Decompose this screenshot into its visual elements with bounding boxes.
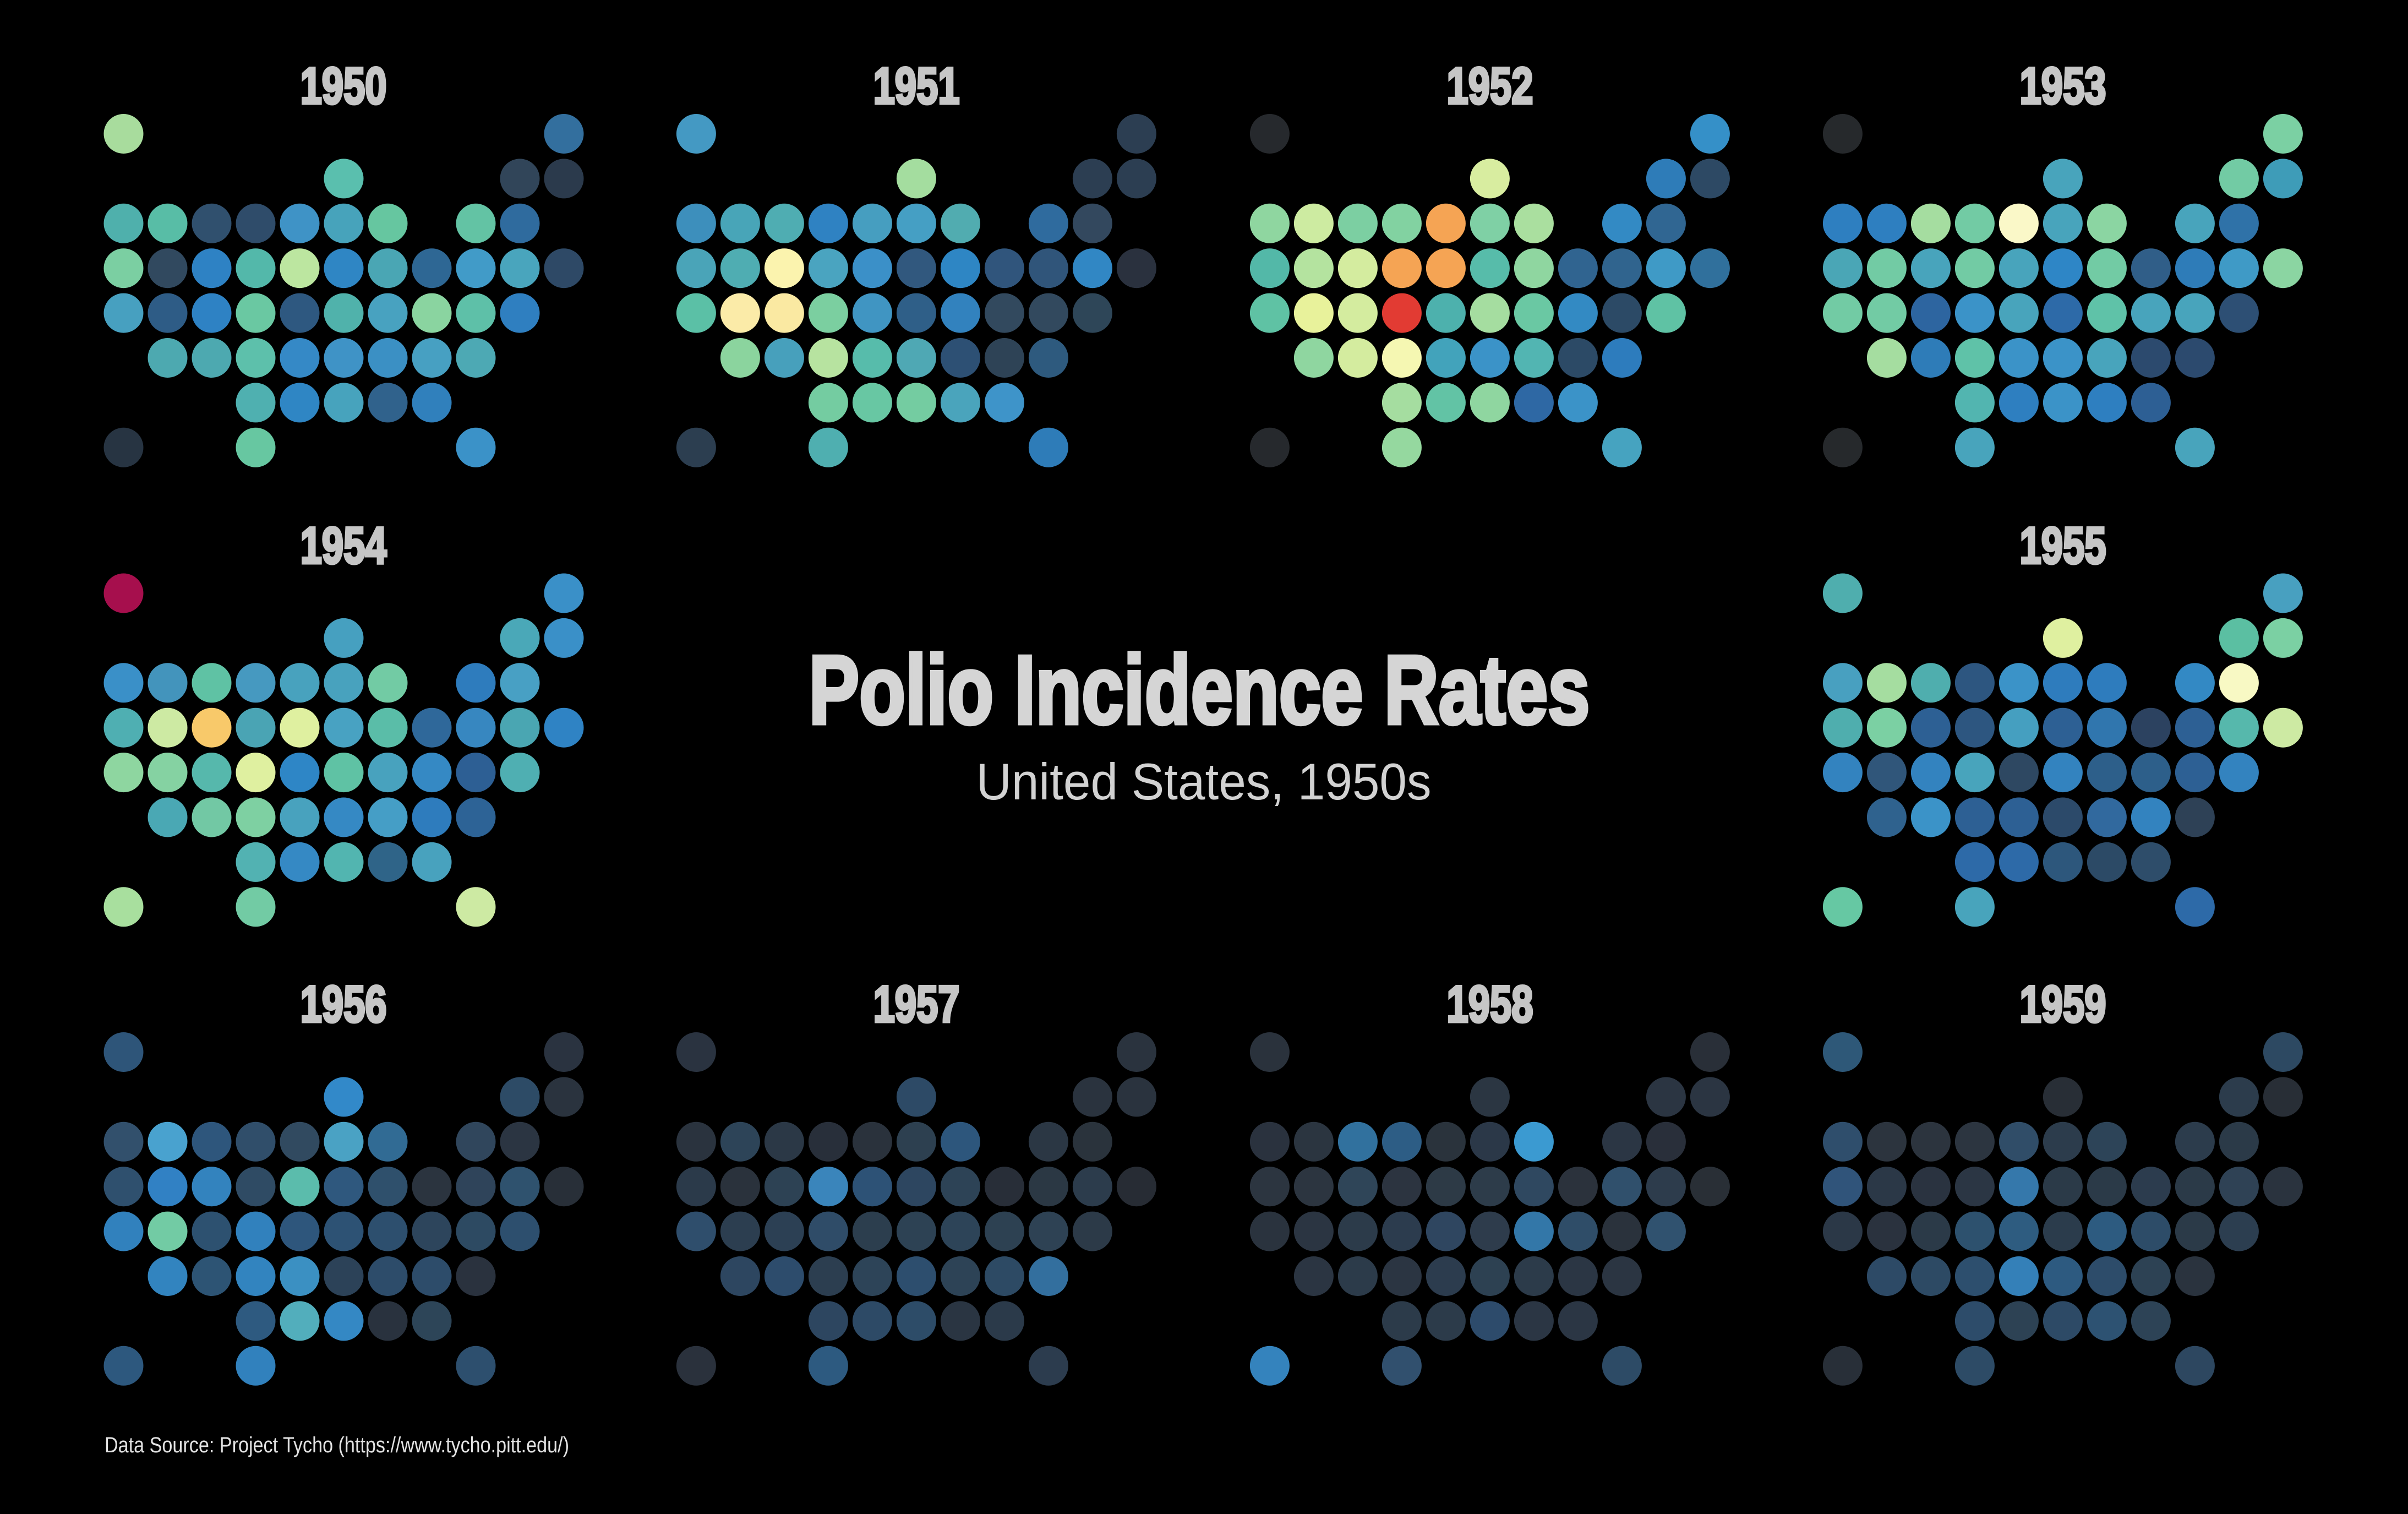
svg-text:Data Source: Project Tycho (ht: Data Source: Project Tycho (https://www.… [105, 1433, 569, 1457]
svg-text:United States, 1950s: United States, 1950s [976, 753, 1432, 810]
svg-text:1950: 1950 [301, 57, 387, 115]
svg-text:1954: 1954 [301, 516, 387, 574]
svg-text:1951: 1951 [873, 57, 960, 115]
svg-text:1952: 1952 [1447, 57, 1533, 115]
svg-text:1958: 1958 [1447, 975, 1533, 1033]
svg-text:Polio Incidence Rates: Polio Incidence Rates [809, 635, 1590, 744]
svg-text:1953: 1953 [2020, 57, 2106, 115]
svg-text:1959: 1959 [2020, 975, 2106, 1033]
svg-text:1957: 1957 [873, 975, 960, 1033]
svg-text:1955: 1955 [2020, 516, 2106, 574]
svg-text:1956: 1956 [301, 975, 387, 1033]
